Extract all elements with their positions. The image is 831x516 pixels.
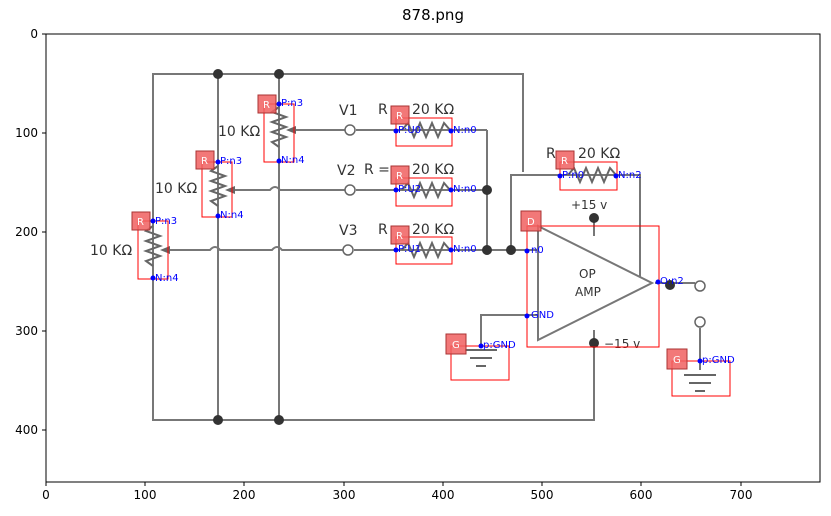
resistor-value-label: 20 KΩ [412,102,454,118]
pin-label: N:n0 [453,244,477,255]
ground-symbols [465,349,716,392]
resistor-zigzag [208,165,228,207]
pin-label: N:n0 [453,184,477,195]
y-axis: 0 100 200 300 400 [15,27,46,437]
terminal-circle [344,184,356,196]
detection-badge-label: R [263,100,270,111]
x-tick-label: 0 [42,488,50,502]
x-tick-label: 200 [233,488,256,502]
resistor-name-label: R [546,146,556,162]
pin-label: P:U0 [398,125,421,136]
y-tick-label: 200 [15,225,38,239]
resistor-symbols [143,106,617,267]
resistor-zigzag [143,225,163,267]
resistor-value-label: 20 KΩ [412,222,454,238]
detection-badge-label: R [396,231,403,242]
pin-label: n0 [531,245,544,256]
resistor-value-label: 10 KΩ [218,124,260,140]
source-label-v3: V3 [339,223,357,239]
op-amp-label: AMP [575,285,601,299]
resistor-value-label: 10 KΩ [90,243,132,259]
detection-badge-label: R [396,111,403,122]
terminal-circle [694,316,706,328]
pin-label: O:n2 [660,276,684,287]
pin-points [150,101,703,364]
axes-frame [45,33,821,483]
resistor-zigzag [401,120,451,140]
detection-badge-label: R [201,156,208,167]
pin-label: N:n2 [618,170,642,181]
y-tick-label: 100 [15,126,38,140]
resistor-value-label: 20 KΩ [578,146,620,162]
pin-label: P:n3 [281,98,303,109]
detection-badge-label: D [527,217,535,228]
terminal-circle [342,244,354,256]
pin-label: P:U2 [398,184,421,195]
pin-labels: P:n3 N:n4 P:n3 N:n4 P:n3 N:n4 P:U0 N:n0 … [155,98,735,366]
resistor-zigzag [269,106,289,148]
pin-label: N:n4 [281,155,305,166]
y-tick-label: 400 [15,423,38,437]
detection-badge-label: G [673,355,681,366]
terminal-circle [694,280,706,292]
resistor-name-label: R [378,102,388,118]
resistor-zigzag [567,165,617,185]
positive-supply-label: +15 v [571,198,607,212]
pin-label: p:GND [702,355,735,366]
pin-label: P:U1 [398,244,421,255]
resistor-value-label: 20 KΩ [412,162,454,178]
detection-box [526,225,660,348]
resistor-name-label: R [378,222,388,238]
x-axis: 0 100 200 300 400 500 600 700 [42,482,752,502]
terminal-circle [344,124,356,136]
x-tick-label: 600 [630,488,653,502]
figure-title: 878.png [402,6,464,24]
pin-label: p:GND [483,340,516,351]
x-tick-label: 300 [333,488,356,502]
op-amp-label: OP [579,267,596,281]
pin-label: N:n0 [453,125,477,136]
x-tick-label: 500 [531,488,554,502]
pin-label: P:n0 [562,170,584,181]
detection-badge-label: R [396,171,403,182]
x-tick-label: 700 [730,488,753,502]
y-tick-label: 300 [15,324,38,338]
junction-dots [213,69,675,425]
circuit-labels: 10 KΩ 10 KΩ 10 KΩ V1 V2 V3 R 20 KΩ R = 2… [90,102,640,351]
negative-supply-label: −15 v [604,337,640,351]
detection-badge-label: R [137,217,144,228]
resistor-zigzag [401,240,451,260]
detection-badge-label: G [452,340,460,351]
pin-label: P:n3 [155,216,177,227]
pin-label: N:n4 [220,210,244,221]
pin-label: GND [531,310,554,321]
y-tick-label: 0 [30,27,38,41]
source-label-v2: V2 [337,163,355,179]
resistor-zigzag [401,180,451,200]
pin-label: N:n4 [155,273,179,284]
detection-badge-label: R [561,156,568,167]
resistor-name-label: R = [364,162,390,178]
x-tick-label: 400 [432,488,455,502]
pin-label: P:n3 [220,156,242,167]
op-amp-symbol [537,224,655,342]
source-label-v1: V1 [339,103,357,119]
detection-badges: R R R R R R R D G G [131,94,688,370]
x-tick-label: 100 [134,488,157,502]
resistor-value-label: 10 KΩ [155,181,197,197]
terminals [342,124,706,328]
